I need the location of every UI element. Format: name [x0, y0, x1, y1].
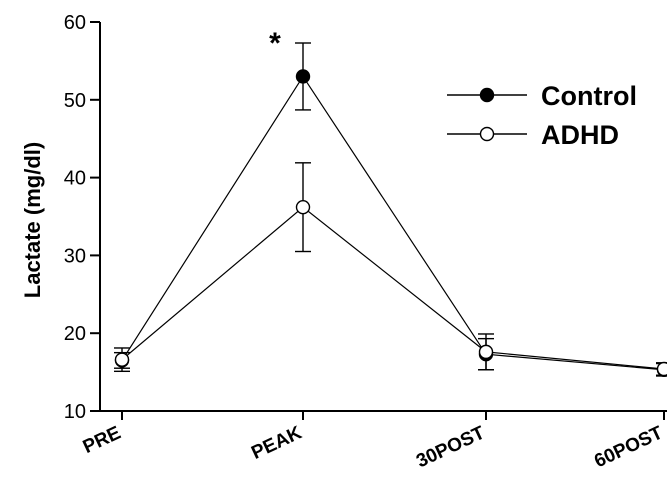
data-point: [114, 352, 130, 367]
legend-label: ADHD: [541, 120, 619, 150]
x-tick-label: PRE: [80, 422, 124, 458]
series-adhd: [114, 162, 667, 377]
y-tick-label: 10: [64, 401, 86, 423]
x-tick-label: PEAK: [248, 422, 305, 463]
x-ticks: PRE PEAK 30POST 60POST: [80, 411, 666, 472]
legend-marker: [479, 126, 495, 142]
legend-item: Control: [447, 81, 637, 111]
series-line: [121, 206, 665, 370]
plot-area: [114, 42, 667, 377]
y-tick-label: 60: [64, 12, 86, 34]
legend-marker: [479, 87, 495, 103]
y-ticks: 10 20 30 40 50 60: [64, 12, 100, 423]
legend-label: Control: [541, 81, 637, 111]
x-tick-label: 30POST: [413, 422, 488, 472]
y-tick-label: 40: [64, 168, 86, 190]
y-axis-title: Lactate (mg/dl): [20, 142, 45, 298]
significance-marker: *: [269, 27, 281, 60]
annotations: *: [269, 27, 281, 60]
series-line: [121, 75, 665, 371]
data-point: [478, 344, 494, 360]
legend-item: ADHD: [447, 120, 619, 150]
data-point: [656, 361, 667, 377]
data-point: [295, 69, 311, 84]
legend: Control ADHD: [447, 81, 637, 150]
y-tick-label: 50: [64, 90, 86, 112]
data-point: [295, 199, 311, 215]
x-tick-label: 60POST: [591, 422, 666, 472]
y-tick-label: 30: [64, 245, 86, 267]
y-tick-label: 20: [64, 323, 86, 345]
